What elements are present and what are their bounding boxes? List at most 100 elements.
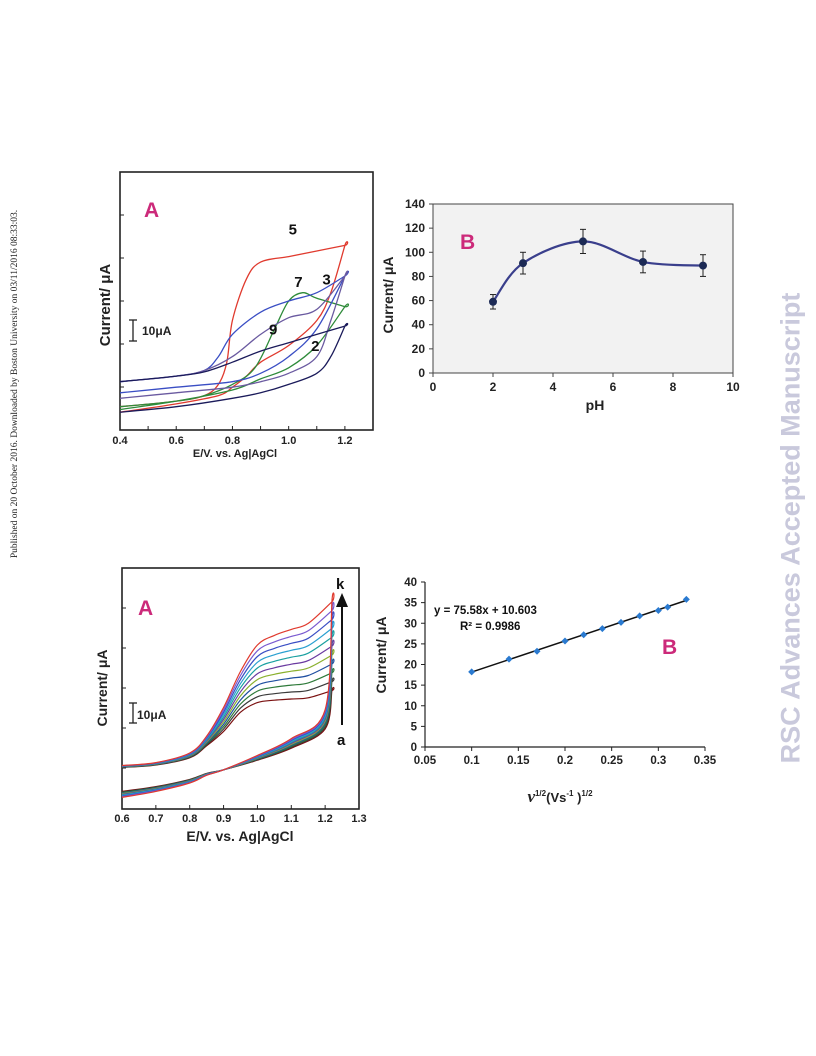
curve-label-9: 9 bbox=[269, 321, 277, 338]
x-axis-label: E/V. vs. Ag|AgCl bbox=[186, 828, 293, 844]
x-tick-label: 0.25 bbox=[600, 755, 623, 767]
x-tick-labels: 0.4 0.6 0.8 1.0 1.2 bbox=[112, 435, 352, 447]
chart-1b: 0 20 40 60 80 100 120 140 0 2 4 6 8 10 B pH Current/ … bbox=[380, 197, 740, 413]
x-label-sup1: 1/2 bbox=[535, 789, 547, 798]
plot-area: 5 7 3 9 2 bbox=[119, 214, 374, 430]
y-tick-label: 140 bbox=[405, 197, 425, 211]
x-axis-label: ν1/2(Vs-1 )1/2 bbox=[527, 787, 593, 806]
cv-curve-9 bbox=[119, 270, 349, 399]
side-note-strip: Published on 20 October 2016. Downloaded… bbox=[0, 0, 30, 1056]
scan-rate-arrow: k a bbox=[336, 576, 348, 749]
data-point bbox=[654, 606, 662, 614]
y-tick-label: 0 bbox=[411, 742, 417, 754]
axes: 0 5 10 15 20 25 30 35 40 0.05 0.1 0.15 0.2 0.25 0.3 0.3… bbox=[404, 577, 717, 767]
chart-2a: 0.6 0.7 0.8 0.9 1.0 1.1 1.2 1.3 A E/V. vs. Ag|A… bbox=[94, 567, 367, 844]
chart-1a: 5 7 3 9 2 0.4 0.6 0.8 1.0 1.2 A E/V. vs. Ag|AgCl… bbox=[97, 171, 374, 460]
y-tick-label: 80 bbox=[412, 269, 426, 283]
x-label-sup3: 1/2 bbox=[581, 789, 593, 798]
y-tick-label: 0 bbox=[418, 366, 425, 380]
panel-label: B bbox=[460, 231, 475, 254]
plot-area bbox=[468, 595, 690, 676]
data-point bbox=[579, 237, 587, 246]
y-tick-label: 5 bbox=[411, 721, 418, 733]
x-tick-label: 0 bbox=[430, 380, 437, 394]
plot-area bbox=[489, 228, 707, 310]
y-axis-label: Current/ μA bbox=[94, 649, 110, 726]
x-tick-label: 4 bbox=[550, 380, 557, 394]
x-label-mid: (Vs bbox=[546, 790, 566, 805]
cv-curve-2 bbox=[119, 322, 349, 413]
data-point bbox=[489, 297, 497, 306]
curve-label-7: 7 bbox=[294, 274, 302, 291]
axes: 0 20 40 60 80 100 120 140 0 2 4 6 8 10 bbox=[405, 197, 740, 394]
fit-equation: y = 75.58x + 10.603 bbox=[434, 605, 537, 617]
scale-bar-label: 10μA bbox=[142, 324, 172, 338]
y-tick-label: 40 bbox=[404, 577, 417, 589]
x-tick-label: 0.9 bbox=[216, 813, 231, 825]
r-squared: R² = 0.9986 bbox=[460, 621, 520, 633]
data-point bbox=[617, 618, 625, 626]
x-tick-label: 0.2 bbox=[557, 755, 573, 767]
scale-bar: 10μA bbox=[129, 702, 167, 724]
data-point bbox=[580, 631, 588, 639]
curve-label-2: 2 bbox=[311, 338, 319, 355]
y-tick-label: 15 bbox=[404, 680, 417, 692]
x-tick-labels: 0.6 0.7 0.8 0.9 1.0 1.1 1.2 1.3 bbox=[114, 813, 366, 825]
x-tick-label: 1.1 bbox=[284, 813, 299, 825]
scale-bar-label: 10μA bbox=[137, 708, 167, 722]
data-point bbox=[598, 625, 606, 633]
y-axis-label: Current/ μA bbox=[97, 264, 114, 347]
watermark-strip: RSC Advances Accepted Manuscript bbox=[760, 0, 810, 1056]
x-label-nu: ν bbox=[527, 787, 535, 806]
y-tick-label: 60 bbox=[412, 294, 426, 308]
y-tick-label: 10 bbox=[404, 701, 417, 713]
x-tick-label: 0.1 bbox=[464, 755, 481, 767]
x-tick-label: 0.15 bbox=[507, 755, 530, 767]
x-tick-label: 1.0 bbox=[281, 435, 296, 447]
y-tick-label: 40 bbox=[412, 318, 426, 332]
arrow-bottom-label: a bbox=[337, 732, 346, 749]
y-tick-label: 20 bbox=[404, 660, 417, 672]
x-tick-label: 1.2 bbox=[337, 435, 352, 447]
y-tick-label: 25 bbox=[404, 639, 417, 651]
data-point bbox=[699, 261, 707, 270]
x-tick-label: 0.4 bbox=[112, 435, 128, 447]
data-point bbox=[664, 603, 672, 611]
cv-curve-3 bbox=[119, 270, 350, 394]
x-tick-label: 0.7 bbox=[148, 813, 163, 825]
x-tick-label: 0.6 bbox=[169, 435, 184, 447]
plot-area bbox=[121, 592, 360, 809]
y-axis-label: Current/ μA bbox=[380, 256, 396, 333]
curve-label-5: 5 bbox=[289, 221, 297, 238]
data-point bbox=[533, 647, 541, 655]
chart-2b: 0 5 10 15 20 25 30 35 40 0.05 0.1 0.15 0.2 0.25 0.3 0.3… bbox=[373, 577, 717, 806]
data-point bbox=[636, 612, 644, 620]
data-point bbox=[519, 259, 527, 268]
x-tick-label: 0.8 bbox=[182, 813, 197, 825]
scale-bar: 10μA bbox=[129, 319, 172, 342]
cv-curve-k bbox=[121, 592, 335, 798]
data-point bbox=[682, 595, 690, 603]
cv-curve-5 bbox=[119, 241, 349, 413]
x-tick-label: 1.3 bbox=[351, 813, 366, 825]
x-tick-label: 2 bbox=[490, 380, 497, 394]
x-label-end: ) bbox=[573, 790, 581, 805]
x-tick-label: 8 bbox=[670, 380, 677, 394]
y-tick-label: 30 bbox=[404, 618, 417, 630]
x-tick-label: 0.8 bbox=[225, 435, 240, 447]
x-tick-label: 0.35 bbox=[694, 755, 717, 767]
x-axis-label: pH bbox=[586, 397, 605, 413]
panel-label: A bbox=[138, 597, 153, 620]
x-tick-label: 1.2 bbox=[317, 813, 332, 825]
x-axis-label: E/V. vs. Ag|AgCl bbox=[193, 448, 277, 460]
x-tick-label: 0.05 bbox=[414, 755, 437, 767]
curve-label-3: 3 bbox=[322, 271, 330, 288]
data-point bbox=[561, 637, 569, 645]
y-axis-label: Current/ μA bbox=[373, 616, 389, 693]
x-tick-label: 10 bbox=[726, 380, 740, 394]
data-point bbox=[468, 668, 476, 676]
y-tick-label: 120 bbox=[405, 221, 425, 235]
publication-note: Published on 20 October 2016. Downloaded… bbox=[10, 209, 20, 559]
data-point bbox=[505, 655, 513, 663]
arrow-top-label: k bbox=[336, 576, 345, 593]
